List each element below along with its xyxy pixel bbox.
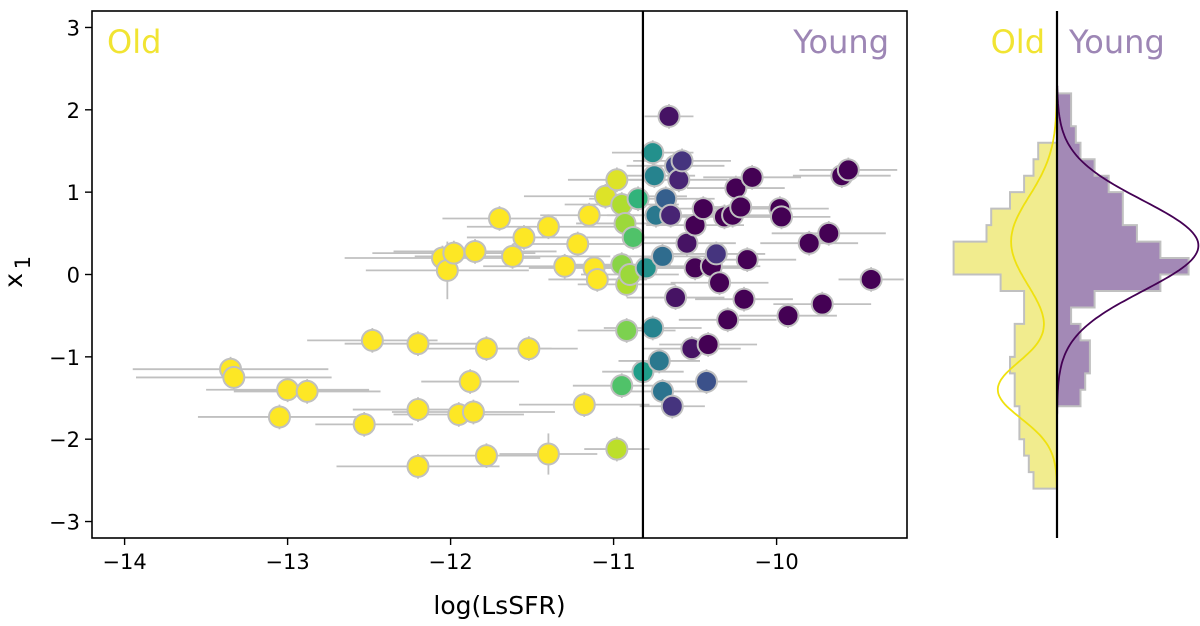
y-tick-label-4: −1 [49,346,80,370]
data-point-24 [536,442,560,466]
x-axis-label: log(LsSFR) [433,591,565,620]
data-point-2 [267,405,291,429]
young-histogram [1056,92,1190,489]
data-point-53 [657,104,681,128]
x-tick-label-4: −10 [754,550,798,574]
data-point-1 [222,365,246,389]
scatter-axes-frame [91,10,908,539]
data-point-76 [735,248,759,272]
data-point-85 [836,158,860,182]
x-tick-label-1: −13 [265,550,309,574]
data-point-18 [474,337,498,361]
data-point-77 [740,165,764,189]
data-point-69 [708,271,732,295]
data-point-41 [621,225,645,249]
data-point-5 [352,412,376,436]
data-point-19 [488,207,511,231]
data-point-23 [536,215,560,239]
y-axis-label: x 1 [0,256,35,288]
data-point-46 [641,141,665,165]
data-point-79 [769,205,793,229]
y-tick-label-5: −2 [49,428,80,452]
data-point-65 [695,370,719,394]
data-point-75 [732,287,756,311]
data-point-9 [406,454,430,478]
data-point-49 [647,349,671,373]
x-tick-label-2: −12 [428,550,472,574]
histogram-annotation-old: Old [991,23,1045,61]
data-point-12 [442,241,466,265]
scatter-panel: −14 −13 −12 −11 −10 3 2 1 0 −1 −2 −3 Old Young log… [0,10,908,620]
histogram-panel: Old Young [952,11,1200,538]
data-point-28 [577,203,601,227]
data-point-25 [553,254,577,278]
data-point-58 [667,168,691,192]
x-tick-label-0: −14 [102,550,146,574]
data-point-71 [716,308,740,332]
data-point-32 [605,437,629,461]
y-tick-label-0: 3 [67,16,80,40]
annotation-old: Old [107,23,161,61]
data-point-7 [406,332,430,356]
errorbar-layer [132,104,904,479]
y-axis-ticks: 3 2 1 0 −1 −2 −3 [49,16,92,535]
data-point-30 [585,267,609,291]
histogram-bars [952,92,1190,490]
data-point-54 [659,203,683,227]
data-point-15 [461,400,485,424]
data-point-68 [704,242,728,266]
data-point-45 [641,316,665,340]
data-point-74 [729,195,753,219]
data-point-55 [660,394,684,418]
data-point-57 [664,286,688,310]
data-point-82 [810,292,834,316]
data-point-59 [670,149,694,173]
y-tick-label-6: −3 [49,511,80,535]
data-point-42 [626,187,650,211]
x-tick-label-3: −11 [591,550,635,574]
data-point-34 [610,374,634,398]
y-tick-label-3: 0 [67,264,80,288]
y-tick-label-2: 1 [67,181,80,205]
data-point-39 [615,318,639,342]
data-point-4 [295,379,319,403]
data-point-21 [512,225,536,249]
histogram-annotation-young: Young [1068,23,1165,61]
data-point-47 [642,164,666,188]
data-point-80 [776,304,800,328]
data-point-6 [360,328,384,352]
old-density-curve [996,85,1058,492]
data-point-22 [517,337,541,361]
y-tick-label-1: 2 [67,99,80,123]
data-point-26 [566,232,590,256]
data-point-86 [859,267,883,291]
data-point-50 [651,244,674,268]
data-point-3 [276,378,300,402]
data-point-81 [797,231,821,255]
y-axis-label-text: x [0,273,28,288]
data-point-14 [458,370,482,394]
data-point-33 [605,168,629,192]
marker-layer [219,104,883,478]
data-point-8 [406,398,430,422]
data-point-27 [572,393,596,417]
data-point-16 [463,239,487,263]
x-axis-ticks: −14 −13 −12 −11 −10 [102,538,799,574]
y-axis-label-subscript: 1 [11,256,35,269]
data-point-66 [696,332,720,356]
data-point-64 [691,197,715,221]
data-point-44 [634,256,658,280]
old-histogram [952,93,1058,490]
data-point-20 [501,244,525,268]
data-point-83 [817,221,841,245]
annotation-young: Young [792,23,889,61]
data-point-17 [474,444,498,468]
